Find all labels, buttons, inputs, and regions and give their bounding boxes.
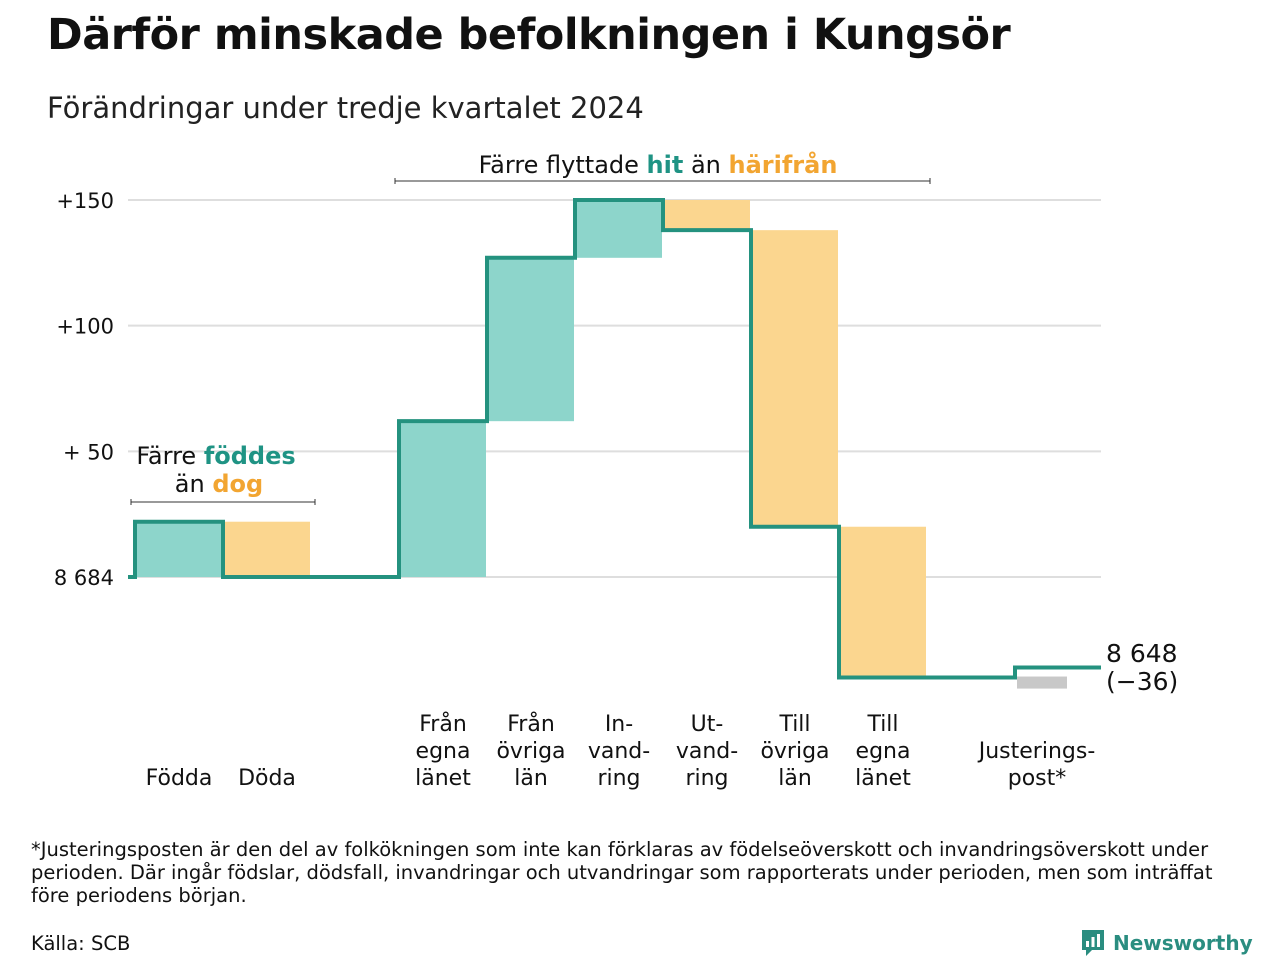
category-label: In-	[605, 712, 633, 737]
cumulative-line	[128, 198, 1101, 680]
annotation-span: härifrån	[729, 150, 838, 179]
bar-decrease	[663, 200, 750, 231]
bar-decrease	[751, 230, 838, 527]
y-tick-label: 8 684	[54, 566, 114, 590]
bar-increase	[399, 421, 486, 577]
annotation-span: föddes	[204, 442, 296, 470]
bar-increase	[487, 257, 574, 422]
category-label: Från	[507, 711, 555, 737]
y-tick-label: +150	[56, 189, 114, 213]
y-tick-label: + 50	[63, 440, 114, 464]
bar-adjustment	[1017, 676, 1067, 689]
annotation-span: dog	[212, 470, 263, 498]
category-label: ring	[685, 766, 728, 791]
annotation-text: än dog	[175, 470, 263, 498]
annotation-text: Färre föddes	[136, 442, 295, 470]
category-label: Från	[419, 711, 467, 737]
bar-decrease	[839, 526, 926, 678]
category-label: övriga	[496, 739, 565, 764]
source-label: Källa: SCB	[31, 932, 131, 955]
end-value-label: 8 648	[1106, 639, 1178, 668]
y-tick-label: +100	[56, 315, 114, 339]
brand-logo: Newsworthy	[1080, 928, 1253, 958]
category-label: länet	[855, 766, 911, 791]
bar-decrease	[223, 521, 310, 577]
annotation-span: än	[175, 470, 213, 498]
bar-increase	[135, 521, 222, 577]
category-label: vand-	[588, 739, 650, 764]
category-label: länet	[415, 766, 471, 791]
newsworthy-logo-icon	[1082, 930, 1104, 956]
category-label: egna	[416, 739, 471, 764]
annotation-span: Färre flyttade	[479, 151, 647, 179]
bar-increase	[575, 200, 662, 258]
category-label: Till	[866, 712, 898, 737]
category-label: vand-	[676, 739, 738, 764]
chart-title: Därför minskade befolkningen i Kungsör	[47, 10, 1011, 60]
category-label: län	[514, 766, 548, 791]
category-label: Döda	[238, 766, 296, 791]
category-label: Justerings-	[977, 739, 1096, 764]
annotation-span: hit	[647, 151, 684, 179]
annotation-text: Färre flyttade hit än härifrån	[479, 150, 838, 179]
brand-name: Newsworthy	[1113, 931, 1253, 955]
category-label: Födda	[146, 766, 213, 791]
category-label: egna	[856, 739, 911, 764]
category-label: Till	[778, 712, 810, 737]
annotation-span: Färre	[136, 442, 204, 470]
end-change-label: (−36)	[1106, 667, 1178, 696]
chart-subtitle: Förändringar under tredje kvartalet 2024	[47, 91, 644, 125]
category-label: övriga	[760, 739, 829, 764]
category-label: post*	[1008, 766, 1067, 791]
footnote: *Justeringsposten är den del av folkökni…	[31, 838, 1213, 907]
category-label: ring	[597, 766, 640, 791]
category-label: län	[778, 766, 812, 791]
annotation-span: än	[683, 151, 728, 179]
category-label: Ut-	[691, 712, 724, 737]
